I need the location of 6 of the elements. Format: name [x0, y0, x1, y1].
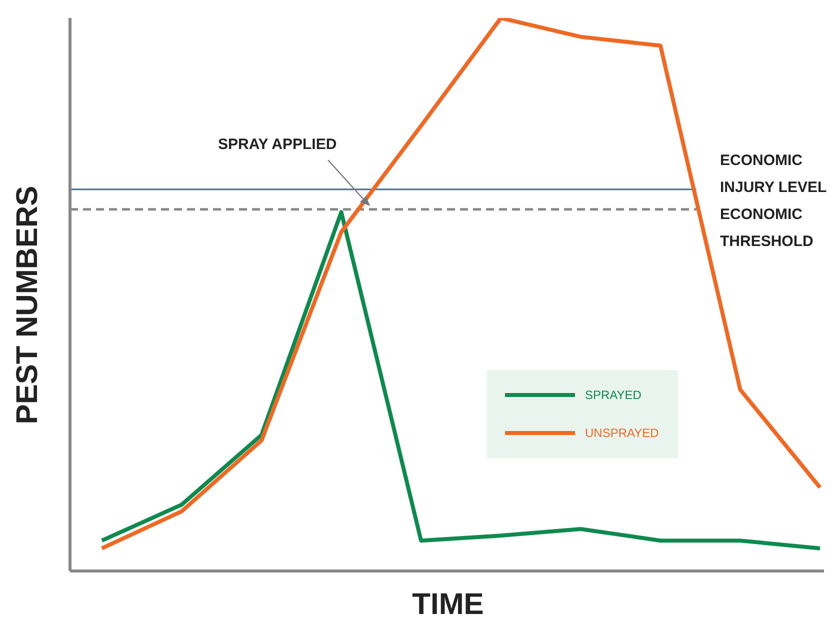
ref-line-label: ECONOMIC THRESHOLD — [720, 205, 814, 252]
legend-box: SPRAYED UNSPRAYED — [487, 370, 678, 458]
annotation: SPRAY APPLIED — [218, 136, 337, 153]
y-axis-title: PEST NUMBERS — [11, 184, 45, 426]
ref-line-label: ECONOMIC INJURY LEVEL — [720, 151, 827, 198]
x-axis-title: TIME — [411, 588, 485, 622]
